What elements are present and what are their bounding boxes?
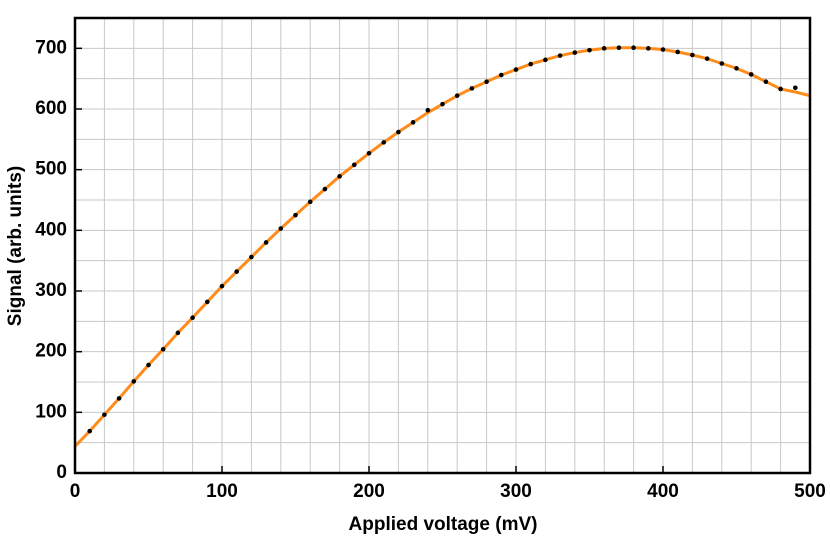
y-tick-label: 300 bbox=[35, 280, 67, 301]
data-point bbox=[366, 150, 372, 156]
data-point bbox=[454, 93, 460, 98]
data-point bbox=[587, 47, 592, 53]
data-point bbox=[234, 269, 239, 274]
data-point bbox=[660, 47, 666, 52]
data-point bbox=[719, 61, 725, 66]
data-point bbox=[307, 199, 313, 205]
data-point bbox=[616, 45, 622, 51]
data-point bbox=[557, 53, 563, 58]
y-tick-label: 700 bbox=[35, 37, 67, 58]
data-point bbox=[793, 85, 798, 91]
data-point bbox=[528, 61, 533, 67]
data-point bbox=[572, 50, 578, 55]
y-axis-label: Signal (arb. units) bbox=[5, 166, 26, 326]
y-tick-label: 400 bbox=[35, 219, 67, 240]
data-point bbox=[631, 45, 636, 51]
fit-line bbox=[73, 46, 811, 448]
data-point bbox=[116, 396, 122, 401]
x-tick-label: 0 bbox=[70, 481, 81, 502]
data-point bbox=[352, 162, 357, 168]
data-point bbox=[675, 49, 680, 55]
y-tick-label: 600 bbox=[35, 98, 67, 119]
data-point bbox=[249, 254, 254, 260]
data-point bbox=[410, 120, 416, 125]
data-point bbox=[646, 46, 651, 51]
data-point bbox=[748, 72, 754, 77]
data-point bbox=[160, 346, 166, 352]
x-tick-label: 500 bbox=[794, 481, 826, 502]
data-point bbox=[146, 362, 151, 368]
x-tick-label: 300 bbox=[500, 481, 532, 502]
data-point bbox=[601, 46, 607, 51]
data-point bbox=[175, 330, 181, 336]
data-point bbox=[484, 79, 489, 84]
data-point bbox=[131, 379, 137, 384]
data-point bbox=[219, 283, 225, 289]
x-axis-label: Applied voltage (mV) bbox=[349, 514, 538, 535]
data-point bbox=[425, 107, 431, 113]
data-point bbox=[102, 412, 107, 418]
data-point bbox=[263, 240, 269, 245]
data-point bbox=[190, 315, 195, 320]
y-tick-label: 200 bbox=[35, 341, 67, 362]
data-point bbox=[778, 86, 783, 92]
data-point bbox=[396, 129, 401, 135]
data-point bbox=[278, 226, 284, 231]
data-point bbox=[440, 101, 445, 107]
x-tick-label: 100 bbox=[206, 481, 238, 502]
data-point bbox=[205, 299, 210, 305]
data-point bbox=[763, 79, 769, 84]
data-point bbox=[87, 428, 92, 434]
data-point bbox=[381, 140, 387, 145]
data-point bbox=[734, 66, 739, 71]
x-tick-label: 400 bbox=[647, 481, 679, 502]
y-tick-label: 0 bbox=[56, 462, 67, 483]
data-point bbox=[469, 86, 475, 91]
data-point bbox=[337, 174, 342, 179]
data-point bbox=[704, 56, 710, 61]
data-point bbox=[690, 52, 695, 58]
data-point bbox=[293, 212, 298, 218]
data-point bbox=[322, 186, 328, 192]
x-tick-label: 200 bbox=[353, 481, 385, 502]
data-point bbox=[543, 57, 548, 63]
plot-frame bbox=[73, 16, 812, 475]
y-tick-label: 100 bbox=[35, 401, 67, 422]
data-point bbox=[499, 72, 504, 78]
y-tick-label: 500 bbox=[35, 159, 67, 180]
data-point bbox=[513, 67, 519, 72]
